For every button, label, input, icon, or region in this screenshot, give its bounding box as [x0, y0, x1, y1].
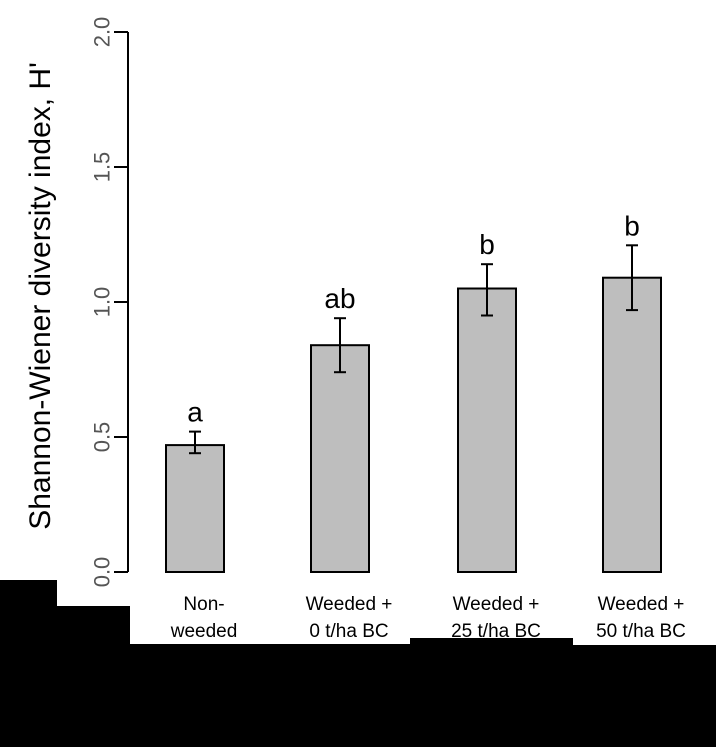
significance-label-1: ab: [324, 283, 355, 314]
bars: a ab b b: [165, 210, 662, 574]
y-axis-label: Shannon-Wiener diversity index, H': [24, 62, 57, 530]
y-tick-label-0: 0.0: [90, 557, 115, 588]
category-label-2-1: 25 t/ha BC: [451, 621, 541, 642]
significance-label-0: a: [187, 397, 203, 428]
y-axis: 0.0 0.5 1.0 1.5 2.0: [90, 17, 129, 588]
ylabel-panel: [0, 0, 57, 580]
bar-0: [165, 444, 225, 574]
label-panel-middle: [410, 585, 573, 638]
category-label-0-0: Non-: [183, 594, 224, 615]
y-tick-label-1: 0.5: [90, 422, 115, 453]
category-label-3-1: 50 t/ha BC: [596, 621, 686, 642]
category-label-1-0: Weeded +: [306, 594, 393, 615]
category-label-3-0: Weeded +: [598, 594, 685, 615]
category-label-2-0: Weeded +: [453, 594, 540, 615]
y-tick-label-4: 2.0: [90, 17, 115, 48]
significance-label-2: b: [479, 229, 495, 260]
y-tick-label-3: 1.5: [90, 152, 115, 183]
y-tick-label-2: 1.0: [90, 287, 115, 318]
label-panel-left: [130, 585, 410, 644]
bar-3: [602, 276, 662, 573]
x-axis-labels: Non-weeded Weeded + 0 t/ha BC Weeded + 25 t/…: [170, 594, 686, 642]
bar-2: [457, 287, 517, 573]
category-label-1-1: 0 t/ha BC: [309, 621, 388, 642]
category-label-0-1: weeded: [170, 621, 238, 642]
label-panel-right: [573, 585, 716, 645]
bar-1: [310, 344, 370, 574]
significance-label-3: b: [624, 210, 640, 241]
